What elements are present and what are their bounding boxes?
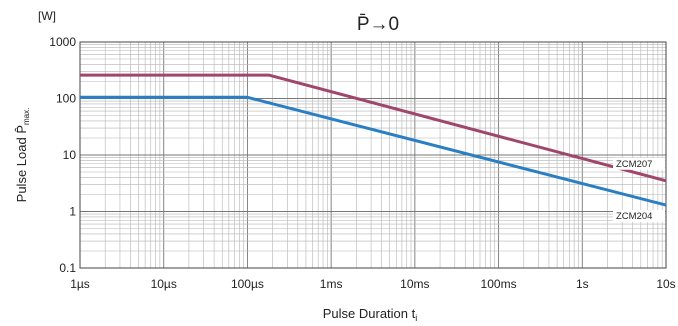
y-tick-label: 1000	[49, 35, 76, 49]
x-tick-label: 1µs	[70, 277, 90, 291]
x-tick-label: 10µs	[151, 277, 177, 291]
x-tick-label: 10s	[656, 277, 675, 291]
x-axis-title-subscript: i	[415, 313, 417, 323]
x-tick-label: 100ms	[481, 277, 517, 291]
x-axis-title: Pulse Duration ti	[323, 306, 418, 323]
series-layer	[80, 73, 667, 207]
x-tick-label: 10ms	[400, 277, 429, 291]
chart-title: P̄→0	[357, 14, 399, 35]
y-tick-label: 0.1	[59, 261, 76, 275]
grid	[79, 42, 666, 269]
y-axis-title: Pulse Load P̂max.	[14, 108, 31, 203]
x-tick-labels: 1µs 10µs 100µs 1ms 10ms 100ms 1s 10s	[70, 277, 675, 291]
y-tick-label: 10	[63, 148, 77, 162]
series-label-zcm204: ZCM204	[616, 211, 652, 222]
x-tick-label: 1ms	[320, 277, 343, 291]
y-tick-labels: 0.1 1 10 100 1000	[49, 35, 76, 275]
y-unit-label: [W]	[38, 9, 56, 23]
x-tick-label: 100µs	[231, 277, 264, 291]
y-tick-label: 100	[56, 92, 76, 106]
x-tick-label: 1s	[576, 277, 589, 291]
series-label-bg	[613, 157, 665, 170]
series-line-zcm204	[80, 95, 667, 207]
series-label-bg	[613, 210, 665, 223]
plot-frame	[79, 41, 667, 269]
y-tick-label: 1	[69, 205, 76, 219]
series-line-zcm207	[80, 73, 667, 183]
series-labels: ZCM207 ZCM204	[613, 157, 665, 223]
series-label-zcm207: ZCM207	[616, 159, 652, 170]
y-axis-title-subscript: max.	[22, 108, 31, 125]
